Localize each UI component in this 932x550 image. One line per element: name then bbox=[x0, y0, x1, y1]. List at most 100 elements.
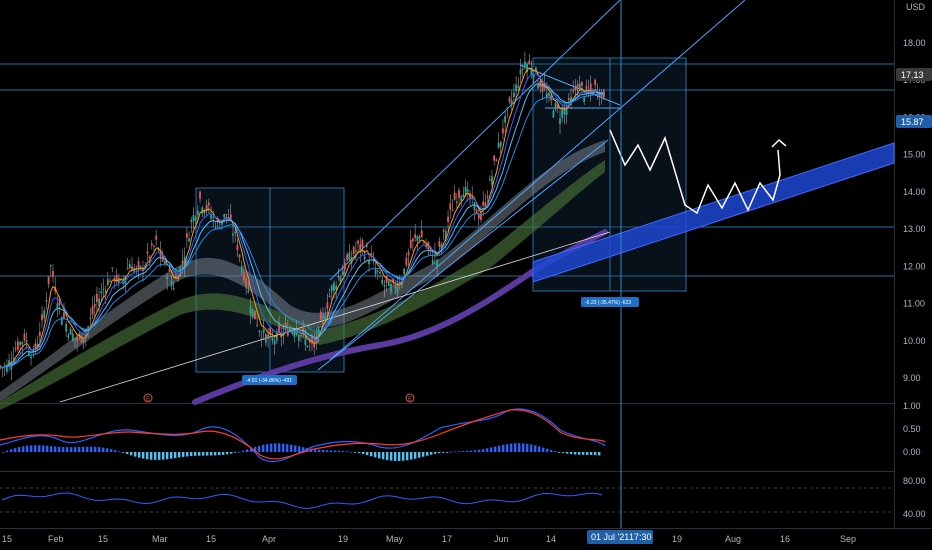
macd-bar bbox=[422, 452, 425, 457]
macd-bar bbox=[494, 446, 497, 452]
candle-body bbox=[87, 326, 90, 328]
candle-body bbox=[466, 189, 469, 192]
candle-body bbox=[495, 159, 498, 162]
candle-body bbox=[497, 143, 500, 148]
candle-body bbox=[519, 69, 522, 75]
macd-bar bbox=[298, 446, 301, 452]
macd-bar bbox=[450, 451, 453, 453]
candle-body bbox=[374, 269, 377, 275]
macd-bar bbox=[382, 452, 385, 460]
candle-body bbox=[313, 343, 316, 348]
candle-body bbox=[115, 275, 118, 282]
candle-body bbox=[453, 192, 456, 200]
candle-body bbox=[157, 248, 160, 251]
candle-body bbox=[295, 327, 298, 335]
macd-bar bbox=[374, 452, 377, 458]
macd-bar bbox=[294, 445, 297, 452]
measure-label-1: -4.91 (-34.86%) -491 bbox=[242, 375, 297, 385]
macd-bar bbox=[210, 452, 213, 456]
ema-line bbox=[0, 72, 605, 368]
macd-bar bbox=[194, 452, 197, 456]
candle-body bbox=[354, 250, 357, 252]
macd-bar bbox=[386, 452, 389, 461]
support-trend-line[interactable] bbox=[59, 231, 611, 403]
candle-body bbox=[344, 262, 346, 270]
macd-bar bbox=[458, 451, 461, 453]
candle-body bbox=[515, 84, 518, 92]
candle-body bbox=[43, 310, 46, 319]
candle-body bbox=[146, 251, 149, 254]
rsi-axis[interactable]: 80.00 40.00 bbox=[903, 476, 926, 519]
candle-body bbox=[236, 245, 239, 251]
candle-body bbox=[264, 334, 267, 343]
projection-path[interactable] bbox=[609, 129, 781, 215]
macd-bar bbox=[162, 452, 165, 460]
macd-bar bbox=[314, 449, 317, 452]
candle-body bbox=[153, 245, 155, 247]
candle-body bbox=[442, 229, 445, 232]
macd-bar bbox=[166, 452, 169, 460]
candle-body bbox=[85, 334, 87, 337]
time-tick-label: 15 bbox=[2, 534, 12, 544]
trend-lines[interactable] bbox=[317, 0, 746, 371]
candle-body bbox=[499, 141, 502, 147]
macd-bar bbox=[582, 452, 585, 455]
macd-bar bbox=[362, 452, 365, 455]
candle-body bbox=[335, 286, 338, 290]
macd-axis[interactable]: 1.00 0.50 0.00 bbox=[903, 401, 921, 457]
macd-bar bbox=[246, 449, 249, 452]
candle-body bbox=[324, 316, 327, 322]
marked-price-tag: 15.87 bbox=[896, 115, 932, 128]
candle-body bbox=[574, 87, 577, 91]
earnings-marker-2[interactable]: E bbox=[405, 393, 415, 403]
time-tick-label: 19 bbox=[338, 534, 348, 544]
macd-bar bbox=[138, 452, 141, 458]
candle-body bbox=[135, 267, 138, 269]
candle-body bbox=[238, 255, 241, 258]
macd-bar bbox=[454, 451, 457, 453]
macd-bar bbox=[414, 452, 417, 459]
candle-body bbox=[337, 276, 340, 278]
macd-bar bbox=[598, 452, 601, 456]
candle-body bbox=[63, 312, 65, 318]
candle-body bbox=[447, 216, 449, 222]
time-tick-label: 19 bbox=[672, 534, 682, 544]
rsi-tick-label: 80.00 bbox=[903, 476, 926, 486]
price-tick-label: 11.00 bbox=[903, 299, 925, 309]
macd-bar bbox=[282, 443, 285, 452]
macd-bar bbox=[226, 452, 229, 455]
candle-body bbox=[32, 349, 35, 353]
earnings-marker-1[interactable]: E bbox=[143, 393, 153, 403]
ema-line bbox=[0, 83, 605, 368]
candle-body bbox=[247, 290, 250, 293]
macd-bar bbox=[518, 443, 521, 452]
projection-channel[interactable] bbox=[532, 142, 895, 283]
candle-body bbox=[473, 202, 476, 211]
macd-bar bbox=[594, 452, 597, 456]
time-axis[interactable]: 15 Feb 15 Mar 15 Apr 19 May 17 Jun 14 19 Aug 16 Sep bbox=[2, 534, 856, 544]
macd-histogram bbox=[2, 443, 601, 461]
candle-body bbox=[8, 359, 10, 366]
candle-body bbox=[201, 207, 204, 214]
candle-body bbox=[91, 306, 94, 315]
candle-body bbox=[67, 335, 70, 338]
macd-bar bbox=[358, 452, 361, 454]
horizontal-levels bbox=[0, 63, 894, 277]
candle-body bbox=[300, 335, 302, 337]
macd-bar bbox=[114, 450, 117, 452]
macd-bar bbox=[34, 445, 37, 452]
candle-body bbox=[363, 256, 366, 260]
macd-bar bbox=[446, 452, 449, 453]
candle-body bbox=[396, 285, 399, 294]
candle-body bbox=[528, 60, 531, 65]
candle-body bbox=[506, 107, 509, 109]
candle-body bbox=[339, 276, 342, 283]
candle-body bbox=[148, 256, 151, 259]
time-tick-label: 17 bbox=[442, 534, 452, 544]
candle-body bbox=[328, 295, 331, 297]
candle-body bbox=[69, 328, 72, 335]
candle-body bbox=[561, 109, 564, 119]
candle-body bbox=[482, 201, 485, 206]
macd-bar bbox=[542, 447, 545, 452]
